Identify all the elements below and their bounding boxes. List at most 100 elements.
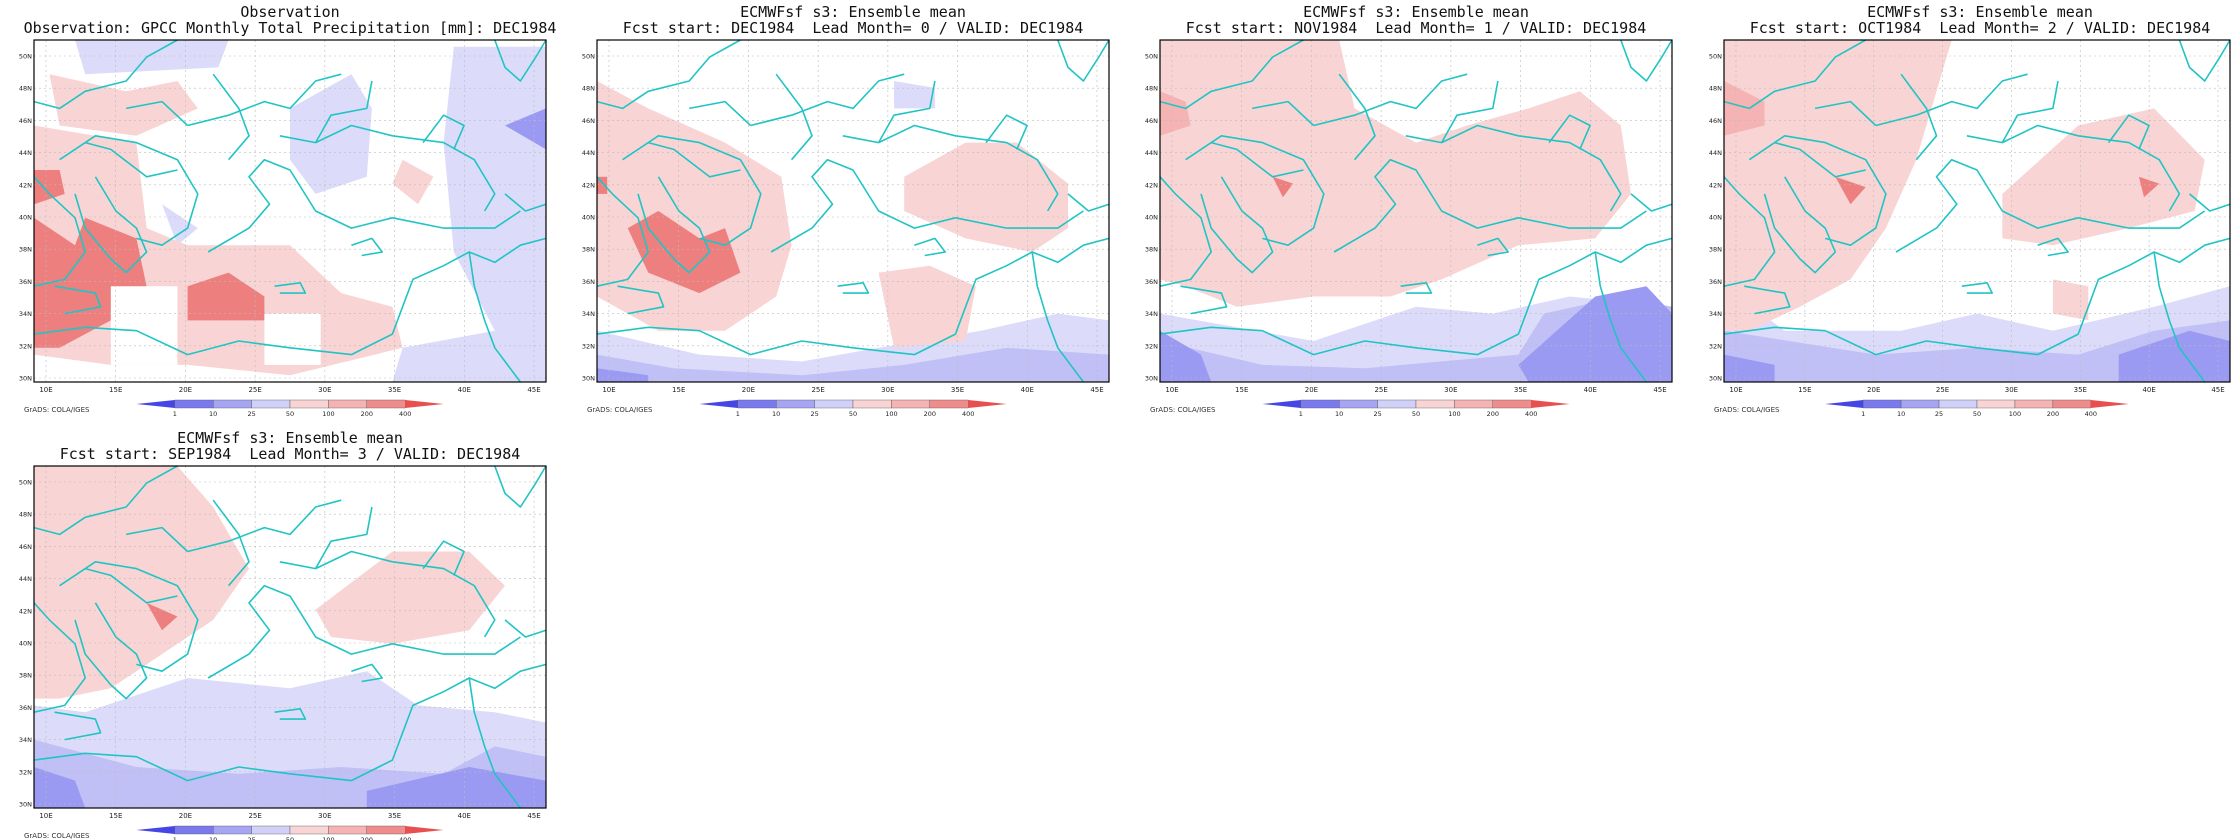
- lat-label: 42N: [1145, 181, 1158, 189]
- lon-label: 45E: [2211, 386, 2224, 394]
- colorbar-label: 100: [322, 836, 334, 840]
- shaded-region: [366, 767, 546, 808]
- coastline: [126, 526, 189, 553]
- coastline: [504, 619, 547, 638]
- lat-label: 40N: [1709, 214, 1722, 222]
- panel-subtitle: Observation: GPCC Monthly Total Precipit…: [23, 19, 557, 37]
- map-frame: [1723, 39, 2231, 383]
- map-frame: [1159, 39, 1673, 383]
- panel-title: Observation: [240, 3, 340, 21]
- colorbar-segment: [1862, 399, 1902, 409]
- lat-label: 34N: [19, 310, 32, 318]
- shaded-region: [1724, 320, 2230, 382]
- lat-label: 42N: [19, 181, 32, 189]
- panel-subtitle: Fcst start: NOV1984 Lead Month= 1 / VALI…: [1185, 19, 1647, 37]
- coastline: [622, 135, 762, 246]
- coastline: [54, 285, 102, 315]
- coastline: [314, 506, 373, 569]
- coastline: [187, 73, 342, 127]
- lon-label: 15E: [109, 812, 122, 820]
- colorbar-segment: [968, 400, 1007, 408]
- colorbar-segment: [1300, 399, 1340, 409]
- coastline: [468, 251, 522, 383]
- lat-label: 36N: [19, 278, 32, 286]
- lon-label: 10E: [39, 812, 52, 820]
- colorbar-segment: [814, 399, 854, 409]
- shaded-region: [110, 286, 178, 365]
- colorbar: 1 10 25 50 100 200 400: [1262, 399, 1570, 418]
- shaded-region: [1724, 40, 1952, 331]
- lon-label: 45E: [527, 386, 540, 394]
- colorbar-label: 1: [173, 410, 177, 418]
- lat-label: 42N: [1709, 181, 1722, 189]
- coastlines: [33, 465, 547, 809]
- coastline: [1210, 141, 1304, 178]
- lon-label: 40E: [1584, 386, 1597, 394]
- lon-label: 20E: [1867, 386, 1880, 394]
- colorbar-label: 200: [361, 836, 373, 840]
- colorbar-segment: [1454, 399, 1493, 409]
- colorbar-segment: [328, 825, 367, 835]
- colorbar-label: 200: [2047, 410, 2059, 418]
- shaded-region: [1724, 81, 1765, 136]
- lat-label: 32N: [19, 768, 32, 776]
- lon-label: 35E: [1514, 386, 1527, 394]
- coastline: [1630, 193, 1673, 212]
- coastline: [2188, 193, 2231, 212]
- colorbar-label: 10: [1335, 410, 1343, 418]
- coastline: [351, 663, 384, 683]
- colorbar-label: 100: [322, 410, 334, 418]
- lon-label: 25E: [1374, 386, 1387, 394]
- colorbar-segment: [289, 399, 329, 409]
- coastline: [33, 237, 547, 356]
- coastline: [74, 176, 148, 274]
- shaded-region: [34, 170, 65, 205]
- precip-map: 10E 15E 20E 25E 30E 35E 40E 45E 30N 32N 34N 36N 38N 4…: [1709, 39, 2231, 418]
- colorbar-label: 25: [1373, 410, 1381, 418]
- lat-label: 30N: [1145, 375, 1158, 383]
- lat-label: 30N: [19, 801, 32, 809]
- lon-label: 20E: [179, 386, 192, 394]
- coastline: [33, 465, 178, 536]
- lat-label: 48N: [19, 511, 32, 519]
- shaded-region: [392, 159, 434, 205]
- colorbar-segment: [1262, 400, 1301, 408]
- lat-label: 48N: [582, 85, 595, 93]
- colorbar-segment: [1492, 399, 1532, 409]
- coastline: [207, 584, 521, 679]
- colorbar-label: 10: [1897, 410, 1905, 418]
- colorbar: 1 10 25 50 100 200 400: [699, 399, 1007, 418]
- shaded-region: [315, 551, 505, 644]
- shaded-region: [1835, 176, 1866, 205]
- precip-map: 10E 15E 20E 25E 30E 35E 40E 45E 30N 32N 34N 36N 38N 4…: [1145, 39, 1673, 418]
- shaded-region: [1160, 40, 1631, 307]
- lat-label: 44N: [1145, 149, 1158, 157]
- coastlines: [596, 39, 1110, 383]
- gridlines: [34, 40, 546, 382]
- colorbar-segment: [174, 399, 214, 409]
- colorbar-segment: [405, 826, 444, 834]
- panel-forecast-lead1: ECMWFsf s3: Ensemble mean Fcst start: NO…: [1145, 0, 1686, 418]
- panel-forecast-lead0: ECMWFsf s3: Ensemble mean Fcst start: DE…: [582, 0, 1123, 418]
- coastline: [1185, 135, 1325, 246]
- coastline: [1200, 176, 1274, 274]
- shaded-region: [392, 330, 546, 382]
- shaded-region: [1724, 354, 1775, 382]
- lat-label: 34N: [19, 736, 32, 744]
- lat-label: 50N: [19, 53, 32, 61]
- lat-label: 38N: [1145, 246, 1158, 254]
- coastline: [775, 73, 813, 161]
- colorbar-segment: [1415, 399, 1455, 409]
- lon-label: 45E: [1653, 386, 1666, 394]
- map-frame: [596, 39, 1110, 383]
- colorbar-segment: [289, 825, 329, 835]
- coastline: [750, 73, 905, 127]
- colorbar-label: 100: [885, 410, 897, 418]
- shaded-region: [2138, 176, 2160, 198]
- coastline: [2107, 114, 2150, 150]
- grads-credit: GrADS: COLA/IGES: [24, 832, 90, 840]
- panel-title: ECMWFsf s3: Ensemble mean: [177, 429, 403, 447]
- lon-label: 10E: [39, 386, 52, 394]
- lon-label: 40E: [1021, 386, 1034, 394]
- lat-label: 38N: [582, 246, 595, 254]
